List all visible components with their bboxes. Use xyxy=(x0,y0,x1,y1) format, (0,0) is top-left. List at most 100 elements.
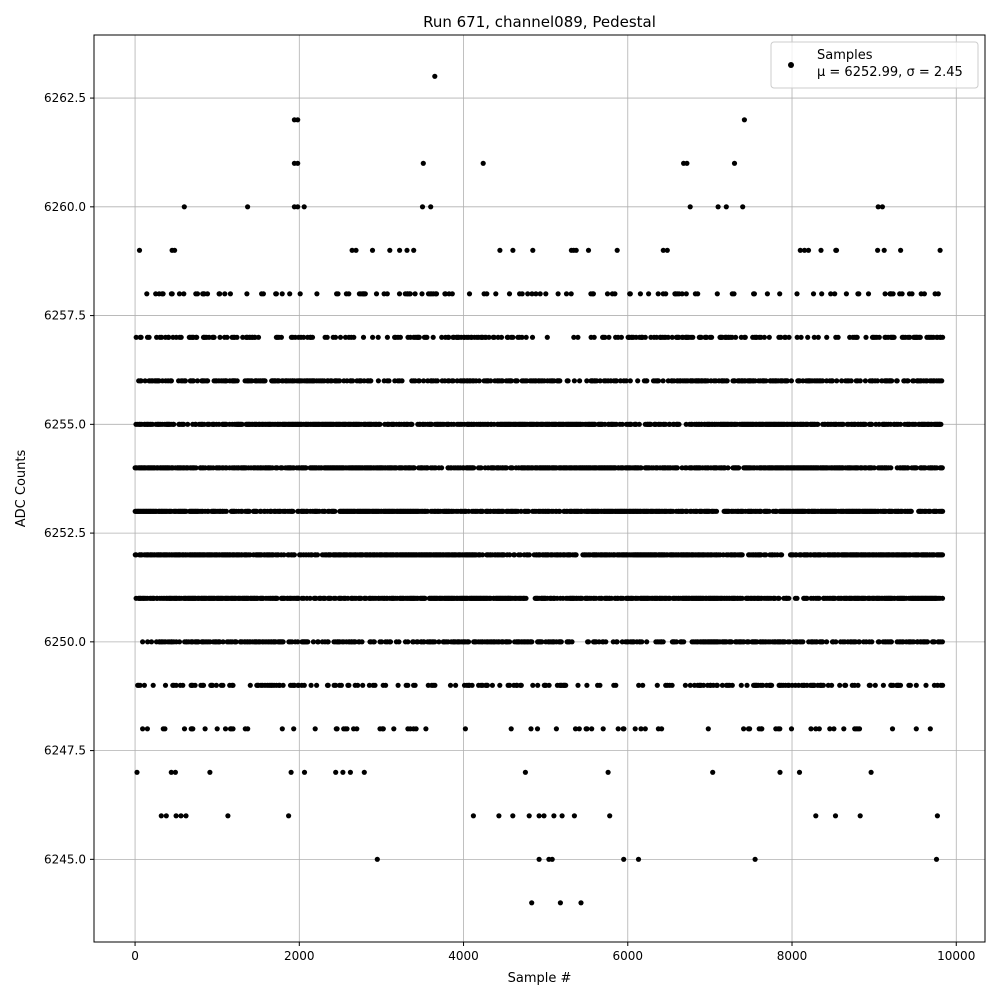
data-point xyxy=(225,335,230,340)
data-point xyxy=(725,465,730,470)
data-point xyxy=(471,465,476,470)
data-point xyxy=(471,813,476,818)
data-point xyxy=(767,335,772,340)
data-point xyxy=(824,335,829,340)
data-point xyxy=(725,378,730,383)
data-point xyxy=(805,335,810,340)
data-point xyxy=(824,639,829,644)
data-point xyxy=(169,378,174,383)
data-point xyxy=(558,900,563,905)
data-point xyxy=(435,378,440,383)
data-point xyxy=(575,335,580,340)
data-point xyxy=(355,683,360,688)
data-point xyxy=(295,161,300,166)
data-point xyxy=(591,291,596,296)
x-tick-label: 0 xyxy=(131,949,139,963)
data-point xyxy=(661,639,666,644)
data-point xyxy=(348,770,353,775)
data-point xyxy=(909,509,914,514)
data-point xyxy=(940,465,945,470)
data-point xyxy=(619,335,624,340)
data-point xyxy=(181,291,186,296)
data-point xyxy=(621,857,626,862)
data-point xyxy=(779,552,784,557)
data-point xyxy=(497,683,502,688)
data-point xyxy=(601,726,606,731)
data-point xyxy=(564,291,569,296)
data-point xyxy=(170,291,175,296)
data-point xyxy=(338,335,343,340)
data-point xyxy=(940,335,945,340)
data-point xyxy=(177,639,182,644)
data-point xyxy=(716,204,721,209)
data-point xyxy=(286,813,291,818)
data-point xyxy=(370,335,375,340)
data-point xyxy=(706,726,711,731)
data-point xyxy=(530,335,535,340)
data-point xyxy=(841,726,846,731)
data-point xyxy=(386,378,391,383)
data-point xyxy=(742,117,747,122)
data-point xyxy=(740,204,745,209)
data-point xyxy=(797,770,802,775)
data-point xyxy=(551,813,556,818)
data-point xyxy=(309,683,314,688)
data-point xyxy=(530,683,535,688)
data-point xyxy=(530,248,535,253)
data-point xyxy=(637,422,642,427)
data-point xyxy=(261,291,266,296)
data-point xyxy=(644,378,649,383)
data-point xyxy=(217,335,222,340)
data-point xyxy=(409,422,414,427)
data-point xyxy=(432,683,437,688)
data-point xyxy=(497,248,502,253)
data-point xyxy=(908,683,913,688)
data-point xyxy=(432,74,437,79)
data-point xyxy=(376,378,381,383)
data-point xyxy=(744,683,749,688)
data-point xyxy=(684,161,689,166)
data-point xyxy=(463,726,468,731)
data-point xyxy=(405,683,410,688)
data-point xyxy=(289,770,294,775)
data-point xyxy=(714,509,719,514)
data-point xyxy=(374,291,379,296)
data-point xyxy=(800,639,805,644)
data-point xyxy=(195,291,200,296)
data-point xyxy=(776,596,781,601)
data-point xyxy=(543,291,548,296)
data-point xyxy=(569,291,574,296)
data-point xyxy=(281,639,286,644)
data-point xyxy=(340,770,345,775)
data-point xyxy=(467,291,472,296)
data-point xyxy=(762,335,767,340)
data-point xyxy=(164,813,169,818)
data-point xyxy=(640,683,645,688)
data-point xyxy=(643,726,648,731)
data-point xyxy=(537,857,542,862)
data-point xyxy=(214,683,219,688)
data-point xyxy=(684,291,689,296)
data-point xyxy=(344,726,349,731)
data-point xyxy=(905,378,910,383)
data-point xyxy=(863,335,868,340)
data-point xyxy=(493,291,498,296)
data-point xyxy=(759,726,764,731)
data-point xyxy=(709,335,714,340)
data-point xyxy=(655,683,660,688)
data-point xyxy=(520,291,525,296)
data-point xyxy=(313,726,318,731)
data-point xyxy=(302,770,307,775)
data-point xyxy=(431,335,436,340)
data-point xyxy=(695,291,700,296)
data-point xyxy=(869,770,874,775)
data-point xyxy=(372,683,377,688)
data-point xyxy=(628,291,633,296)
data-point xyxy=(385,291,390,296)
data-point xyxy=(159,813,164,818)
data-point xyxy=(496,813,501,818)
data-point xyxy=(730,683,735,688)
data-point xyxy=(335,291,340,296)
data-point xyxy=(281,683,286,688)
data-point xyxy=(670,683,675,688)
